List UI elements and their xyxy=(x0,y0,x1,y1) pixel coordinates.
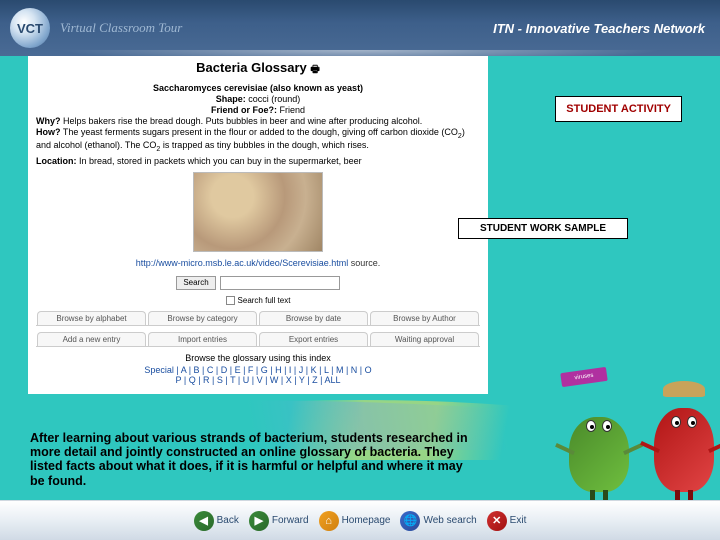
search-input[interactable] xyxy=(220,276,340,290)
exit-icon: ✕ xyxy=(487,511,507,531)
header-bar: VCT Virtual Classroom Tour ITN - Innovat… xyxy=(0,0,720,56)
itn-title: ITN - Innovative Teachers Network xyxy=(493,21,720,36)
home-icon: ⌂ xyxy=(319,511,339,531)
shape-line: Shape: cocci (round) xyxy=(36,94,480,104)
tab-author[interactable]: Browse by Author xyxy=(370,311,479,325)
footer-nav: ◀ Back ▶ Forward ⌂ Homepage 🌐 Web search… xyxy=(0,500,720,540)
alpha-index-1[interactable]: Special | A | B | C | D | E | F | G | H … xyxy=(36,365,480,376)
tab-add-entry[interactable]: Add a new entry xyxy=(37,332,146,346)
viruses-banner: viruses xyxy=(560,367,608,387)
back-button[interactable]: ◀ Back xyxy=(194,511,239,531)
student-work-sample-callout: STUDENT WORK SAMPLE xyxy=(458,218,628,239)
web-icon: 🌐 xyxy=(400,511,420,531)
red-pepper-character xyxy=(654,387,714,492)
back-icon: ◀ xyxy=(194,511,214,531)
glossary-panel: Bacteria Glossary 🖶 Saccharomyces cerevi… xyxy=(28,56,488,394)
tab-waiting[interactable]: Waiting approval xyxy=(370,332,479,346)
tab-export[interactable]: Export entries xyxy=(259,332,368,346)
cartoon-characters: viruses xyxy=(569,372,714,492)
green-virus-character: viruses xyxy=(569,392,629,492)
printer-icon[interactable]: 🖶 xyxy=(310,64,319,75)
vct-subtitle: Virtual Classroom Tour xyxy=(60,20,182,36)
tab-category[interactable]: Browse by category xyxy=(148,311,257,325)
vct-logo: VCT xyxy=(10,8,50,48)
tab-alphabet[interactable]: Browse by alphabet xyxy=(37,311,146,325)
friend-line: Friend or Foe?: Friend xyxy=(36,105,480,115)
location-line: Location: In bread, stored in packets wh… xyxy=(36,156,480,166)
source-link[interactable]: http://www-micro.msb.le.ac.uk/video/Scer… xyxy=(36,258,480,268)
main-area: Bacteria Glossary 🖶 Saccharomyces cerevi… xyxy=(0,56,720,500)
student-activity-callout: STUDENT ACTIVITY xyxy=(555,96,682,122)
fulltext-label: Search full text xyxy=(238,296,291,305)
fulltext-row: Search full text xyxy=(36,296,480,305)
tab-date[interactable]: Browse by date xyxy=(259,311,368,325)
alpha-index-2[interactable]: P | Q | R | S | T | U | V | W | X | Y | … xyxy=(36,375,480,386)
exit-button[interactable]: ✕ Exit xyxy=(487,511,527,531)
how-line: How? The yeast ferments sugars present i… xyxy=(36,127,480,153)
web-search-button[interactable]: 🌐 Web search xyxy=(400,511,476,531)
browse-hint: Browse the glossary using this index xyxy=(36,353,480,363)
header-left: VCT Virtual Classroom Tour xyxy=(0,8,182,48)
fulltext-checkbox[interactable] xyxy=(226,296,235,305)
forward-icon: ▶ xyxy=(249,511,269,531)
tab-import[interactable]: Import entries xyxy=(148,332,257,346)
forward-button[interactable]: ▶ Forward xyxy=(249,511,309,531)
description-text: After learning about various strands of … xyxy=(30,431,480,489)
glossary-title: Bacteria Glossary 🖶 xyxy=(36,60,480,79)
homepage-button[interactable]: ⌂ Homepage xyxy=(319,511,391,531)
search-row: Search xyxy=(36,276,480,290)
why-line: Why? Helps bakers rise the bread dough. … xyxy=(36,116,480,126)
tabs-row-2: Add a new entry Import entries Export en… xyxy=(36,332,480,347)
microscope-image xyxy=(193,172,323,252)
tabs-row-1: Browse by alphabet Browse by category Br… xyxy=(36,311,480,326)
organism-name: Saccharomyces cerevisiae (also known as … xyxy=(36,83,480,93)
search-button[interactable]: Search xyxy=(176,276,215,290)
